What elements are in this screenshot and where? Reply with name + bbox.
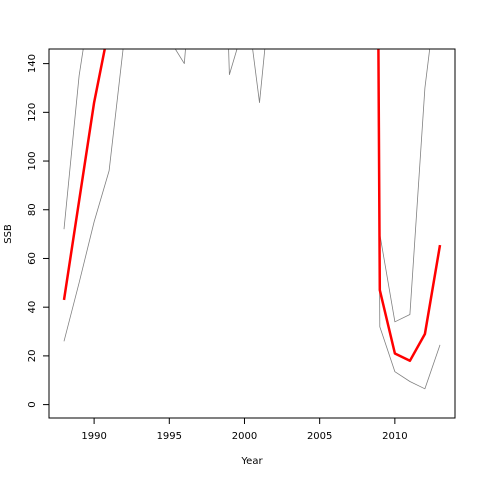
y-tick-label-120: 120 [27,103,38,122]
ssb-estimate-line [62,49,442,363]
x-tick-label-2000: 2000 [232,431,257,442]
x-tick-label-2010: 2010 [382,431,407,442]
x-tick-label-1990: 1990 [81,431,106,442]
y-tick-label-140: 140 [27,54,38,73]
ssb-interval-line-1 [63,49,431,323]
y-axis-title: SSB [3,224,14,244]
y-tick-label-20: 20 [27,350,38,363]
y-axis: 0 20 40 60 80 100 120 140 [27,54,49,408]
y-tick-label-0: 0 [27,401,38,407]
series-layer [62,49,442,390]
ssb-interval-line-3 [228,49,266,103]
x-tick-label-1995: 1995 [157,431,182,442]
y-tick-label-60: 60 [27,252,38,265]
x-axis: 1990 1995 2000 2005 2010 [81,418,408,442]
x-axis-title: Year [240,456,263,467]
y-tick-label-100: 100 [27,151,38,170]
plot-frame [48,48,456,419]
y-tick-label-40: 40 [27,301,38,314]
x-tick-label-2005: 2005 [307,431,332,442]
ssb-interval-line-2 [63,49,186,342]
y-tick-label-80: 80 [27,203,38,216]
ssb-interval-line-4 [378,49,441,390]
